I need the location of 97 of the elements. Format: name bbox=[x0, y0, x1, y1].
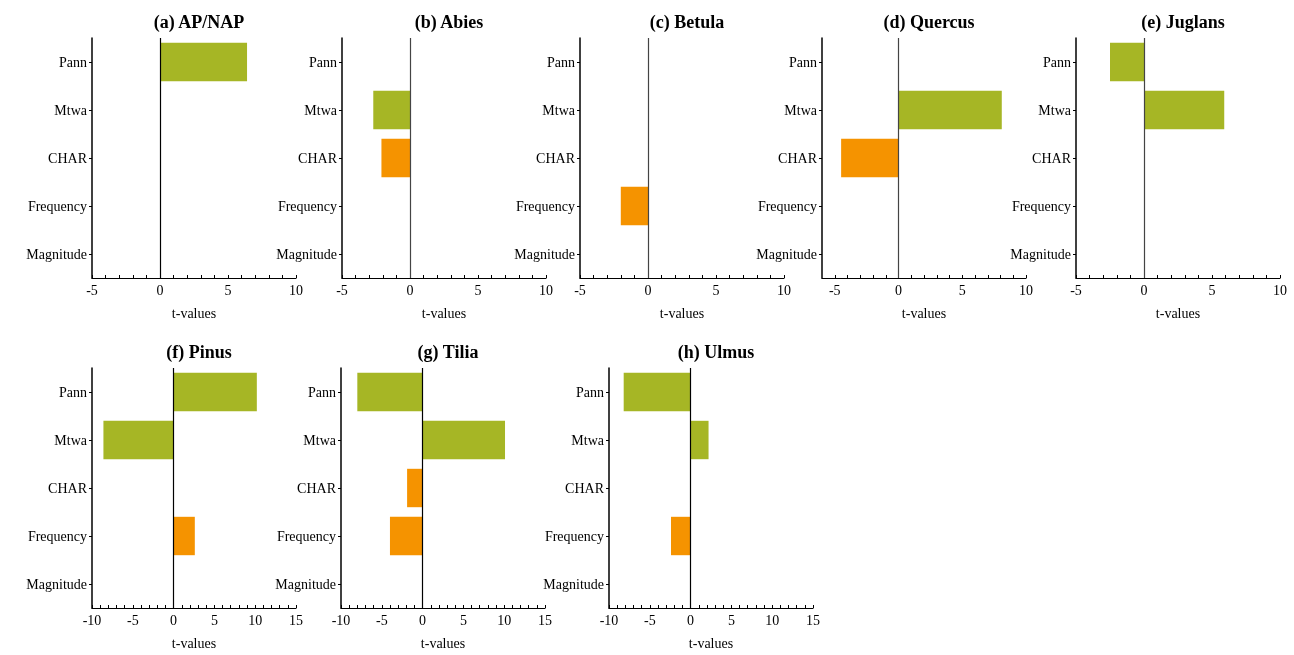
x-tick-label: -10 bbox=[599, 612, 619, 628]
y-tick-label: Mtwa bbox=[784, 102, 818, 118]
x-tick-label: -10 bbox=[82, 612, 102, 628]
y-tick-label: Magnitude bbox=[26, 576, 87, 592]
x-tick-label: 10 bbox=[765, 612, 780, 628]
y-tick-label: Frequency bbox=[515, 198, 575, 214]
y-tick-label: Magnitude bbox=[275, 576, 336, 592]
chart-title: (c) Betula bbox=[649, 12, 725, 33]
y-tick-label: CHAR bbox=[778, 150, 818, 166]
x-tick-label: 0 bbox=[687, 612, 695, 628]
chart-title: (d) Quercus bbox=[883, 12, 975, 33]
y-tick-label: Mtwa bbox=[303, 432, 337, 448]
x-tick-label: -5 bbox=[828, 282, 841, 298]
x-tick-label: -5 bbox=[574, 282, 586, 298]
x-axis-title: t-values bbox=[1155, 305, 1201, 321]
x-tick-label: 0 bbox=[644, 282, 652, 298]
x-tick-label: 0 bbox=[406, 282, 414, 298]
x-tick-label: -5 bbox=[643, 612, 656, 628]
x-axis-title: t-values bbox=[659, 305, 705, 321]
x-tick-label: 10 bbox=[1019, 282, 1033, 298]
x-tick-label: 5 bbox=[210, 612, 218, 628]
y-tick-label: Mtwa bbox=[1038, 102, 1072, 118]
y-tick-label: Frequency bbox=[277, 198, 337, 214]
x-tick-label: 10 bbox=[777, 282, 791, 298]
chart-title: (e) Juglans bbox=[1141, 12, 1225, 33]
y-tick-label: Pann bbox=[59, 384, 87, 400]
x-axis-title: t-values bbox=[171, 635, 217, 651]
bar bbox=[173, 372, 257, 412]
y-tick-label: Magnitude bbox=[26, 246, 87, 262]
x-tick-label: 5 bbox=[958, 282, 966, 298]
x-axis-title: t-values bbox=[171, 305, 217, 321]
y-tick-label: Frequency bbox=[544, 528, 604, 544]
x-tick-label: 5 bbox=[1208, 282, 1216, 298]
chart-title: (a) AP/NAP bbox=[153, 12, 245, 33]
y-tick-label: CHAR bbox=[298, 150, 338, 166]
x-tick-label: 0 bbox=[419, 612, 427, 628]
y-tick-label: Magnitude bbox=[1010, 246, 1071, 262]
x-tick-label: 5 bbox=[712, 282, 720, 298]
y-tick-label: Frequency bbox=[27, 528, 87, 544]
y-tick-label: Frequency bbox=[757, 198, 817, 214]
x-axis-title: t-values bbox=[688, 635, 734, 651]
x-tick-label: 10 bbox=[248, 612, 263, 628]
chart-title: (b) Abies bbox=[414, 12, 484, 33]
y-tick-label: Magnitude bbox=[543, 576, 604, 592]
y-tick-label: CHAR bbox=[1032, 150, 1072, 166]
y-tick-label: Pann bbox=[59, 54, 87, 70]
y-tick-label: Frequency bbox=[1011, 198, 1071, 214]
y-tick-label: Mtwa bbox=[542, 102, 576, 118]
y-tick-label: Mtwa bbox=[54, 432, 88, 448]
y-tick-label: CHAR bbox=[297, 480, 337, 496]
y-tick-label: Pann bbox=[789, 54, 817, 70]
x-tick-label: -5 bbox=[336, 282, 348, 298]
x-tick-label: 10 bbox=[1273, 282, 1287, 298]
y-tick-label: CHAR bbox=[536, 150, 576, 166]
y-tick-label: CHAR bbox=[48, 480, 88, 496]
x-axis-title: t-values bbox=[420, 635, 466, 651]
x-tick-label: 15 bbox=[289, 612, 303, 628]
x-tick-label: 10 bbox=[539, 282, 553, 298]
y-tick-label: CHAR bbox=[565, 480, 605, 496]
y-tick-label: Pann bbox=[309, 54, 337, 70]
y-tick-label: Magnitude bbox=[276, 246, 337, 262]
x-axis-title: t-values bbox=[421, 305, 467, 321]
y-tick-label: Pann bbox=[576, 384, 604, 400]
x-axis-title: t-values bbox=[901, 305, 947, 321]
y-tick-label: Magnitude bbox=[514, 246, 575, 262]
y-tick-label: Frequency bbox=[27, 198, 87, 214]
x-tick-label: 0 bbox=[1140, 282, 1148, 298]
y-tick-label: Frequency bbox=[276, 528, 336, 544]
x-tick-label: -5 bbox=[1070, 282, 1082, 298]
x-tick-label: -10 bbox=[331, 612, 351, 628]
chart-title: (f) Pinus bbox=[166, 342, 232, 363]
bar bbox=[173, 516, 195, 556]
x-tick-label: 5 bbox=[474, 282, 482, 298]
x-tick-label: 15 bbox=[538, 612, 552, 628]
x-tick-label: 15 bbox=[806, 612, 820, 628]
y-tick-label: Mtwa bbox=[571, 432, 605, 448]
y-tick-label: Pann bbox=[1043, 54, 1071, 70]
x-tick-label: 5 bbox=[459, 612, 467, 628]
x-tick-label: 0 bbox=[895, 282, 902, 298]
x-tick-label: -5 bbox=[126, 612, 139, 628]
x-tick-label: 0 bbox=[156, 282, 164, 298]
y-tick-label: Magnitude bbox=[756, 246, 817, 262]
bar bbox=[103, 420, 174, 460]
x-tick-label: -5 bbox=[375, 612, 388, 628]
chart-title: (h) Ulmus bbox=[677, 342, 755, 363]
y-tick-label: Pann bbox=[547, 54, 575, 70]
x-tick-label: 5 bbox=[224, 282, 232, 298]
y-tick-label: Pann bbox=[308, 384, 336, 400]
x-tick-label: 10 bbox=[289, 282, 303, 298]
x-tick-label: -5 bbox=[86, 282, 98, 298]
y-tick-label: Mtwa bbox=[304, 102, 338, 118]
y-tick-label: CHAR bbox=[48, 150, 88, 166]
x-tick-label: 0 bbox=[170, 612, 178, 628]
chart-title: (g) Tilia bbox=[417, 342, 479, 363]
y-tick-label: Mtwa bbox=[54, 102, 88, 118]
x-tick-label: 5 bbox=[727, 612, 735, 628]
x-tick-label: 10 bbox=[497, 612, 512, 628]
